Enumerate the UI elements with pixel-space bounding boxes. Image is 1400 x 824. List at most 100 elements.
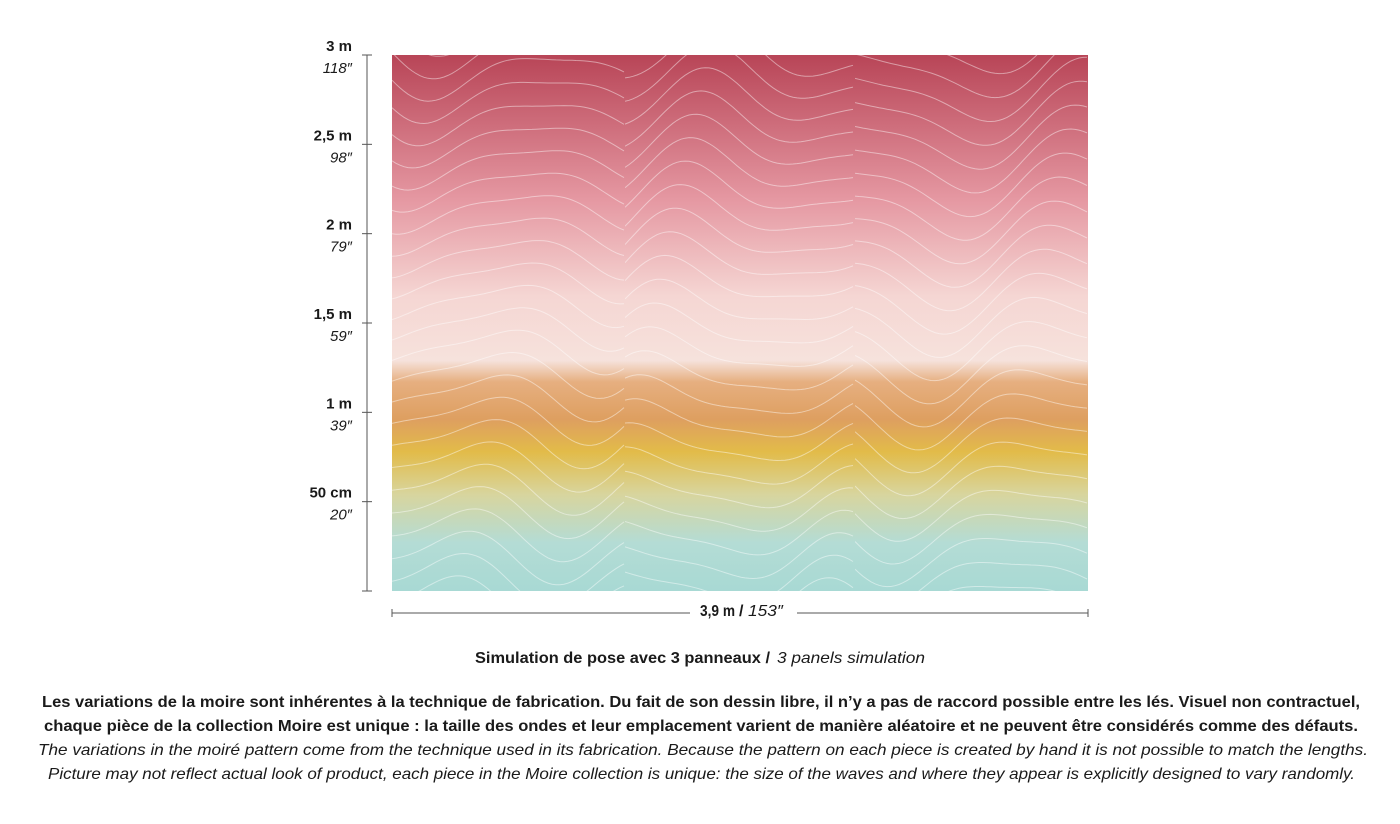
wave-line <box>418 575 625 591</box>
wave-line <box>393 55 479 80</box>
wave-line <box>625 55 854 79</box>
note-line: The variations in the moiré pattern come… <box>38 742 1368 759</box>
width-imperial: 153″ <box>748 603 784 620</box>
wave-line <box>855 321 1088 382</box>
wave-line <box>855 489 1088 542</box>
height-imperial: 20″ <box>329 507 353 524</box>
wave-line <box>625 0 853 54</box>
wave-line <box>392 598 624 654</box>
wave-line <box>625 55 854 102</box>
wave-line <box>392 172 625 213</box>
width-separator: / <box>739 603 744 620</box>
wave-line <box>392 530 625 586</box>
wave-line <box>625 278 854 321</box>
wave-line <box>392 508 625 563</box>
height-metric: 50 cm <box>309 485 352 502</box>
wave-line <box>855 128 1088 194</box>
wave-line <box>392 150 625 191</box>
wave-line <box>392 396 625 446</box>
wave-line <box>392 351 625 399</box>
wave-line <box>855 272 1088 335</box>
height-imperial: 39″ <box>330 417 353 434</box>
wave-line <box>625 554 854 591</box>
height-metric: 2,5 m <box>314 127 352 144</box>
wave-line <box>855 0 1087 50</box>
height-metric: 1 m <box>326 395 352 412</box>
height-imperial: 98″ <box>330 149 353 166</box>
wave-line <box>392 441 625 493</box>
wave-line <box>855 610 1087 654</box>
wave-line <box>392 0 624 34</box>
wave-line <box>392 486 625 540</box>
wave-line <box>625 487 854 532</box>
height-metric: 2 m <box>326 217 352 234</box>
wave-line <box>855 152 1088 218</box>
wave-line <box>392 81 625 125</box>
caption-fr: Simulation de pose avec 3 panneaux / <box>475 650 771 667</box>
wave-line <box>392 463 625 516</box>
height-imperial: 79″ <box>330 239 353 256</box>
wave-line <box>856 55 1055 99</box>
wave-line <box>855 417 1088 474</box>
height-metric: 1,5 m <box>314 306 352 323</box>
wave-line <box>855 200 1088 265</box>
wave-line <box>625 254 854 298</box>
wave-line <box>625 532 854 580</box>
note-line: chaque pièce de la collection Moire est … <box>44 718 1358 735</box>
note-line: Les variations de la moire sont inhérent… <box>42 694 1360 711</box>
width-metric: 3,9 m <box>700 603 735 620</box>
wave-line <box>625 398 854 438</box>
wave-line <box>625 0 853 32</box>
wave-line <box>392 419 625 470</box>
height-imperial: 118″ <box>323 60 353 77</box>
panel-waves <box>625 0 854 591</box>
wave-line <box>855 80 1088 146</box>
panel-waves <box>855 0 1088 654</box>
wave-line <box>855 0 1087 26</box>
wave-line <box>918 562 1088 591</box>
wave-line <box>625 137 854 189</box>
wave-line <box>625 90 854 147</box>
wave-line <box>392 0 624 11</box>
height-ruler: 3 m 118″ 2,5 m 98″ 2 m 79″ 1,5 m 59″ 1 m 39″ 50 cm… <box>309 38 372 592</box>
wave-line <box>625 374 854 414</box>
wave-line <box>428 55 450 57</box>
wave-line <box>392 307 625 352</box>
wave-line <box>855 538 1088 588</box>
note-line: Picture may not reflect actual look of p… <box>48 766 1355 783</box>
wave-line <box>625 0 853 10</box>
wave-line <box>855 393 1088 451</box>
wave-line <box>392 127 625 169</box>
wallpaper-image <box>392 55 1088 591</box>
wave-line <box>855 0 1087 2</box>
wave-line <box>948 586 1056 591</box>
wave-line <box>392 374 625 423</box>
wave-pattern <box>392 0 1088 654</box>
wave-line <box>625 160 854 209</box>
wave-line <box>855 248 1088 312</box>
wave-line <box>799 577 854 591</box>
wave-line <box>625 443 854 485</box>
wave-line <box>392 240 625 281</box>
wave-line <box>392 262 625 305</box>
wave-line <box>392 105 625 147</box>
wave-line <box>855 513 1088 565</box>
width-ruler: 3,9 m / 153″ <box>391 603 1089 620</box>
wave-line <box>392 329 625 376</box>
panel-waves <box>392 0 625 654</box>
wave-line <box>392 58 625 102</box>
wave-line <box>855 104 1088 170</box>
wave-line <box>625 207 854 253</box>
wave-line <box>855 345 1088 405</box>
wave-line <box>625 67 854 125</box>
wave-line <box>392 195 625 235</box>
wave-line <box>855 224 1088 288</box>
wave-line <box>625 422 854 462</box>
wave-line <box>392 552 625 591</box>
wave-line <box>625 350 854 391</box>
wave-line <box>855 176 1088 241</box>
height-imperial: 59″ <box>330 328 353 345</box>
wave-line <box>392 217 625 257</box>
wave-line <box>855 56 1088 123</box>
